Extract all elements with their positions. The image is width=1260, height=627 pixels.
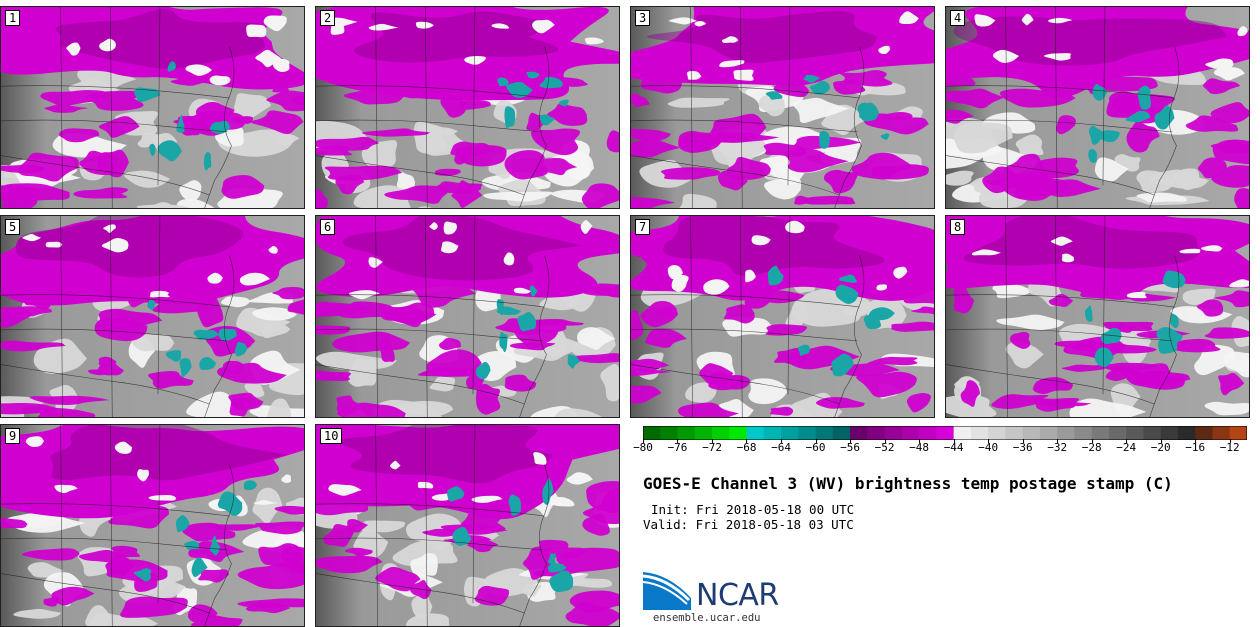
colorbar-tick-labels: −80 −76 −72 −68 −64 −60 −56 −52 −48 −44 −40 −36 −32−… <box>633 439 1247 461</box>
stamp-map-7 <box>631 216 934 417</box>
stamp-map-1 <box>1 7 304 208</box>
stamp-label-3: 3 <box>635 10 651 26</box>
stamp-panel-1: 1 <box>0 6 305 209</box>
colorbar-bin <box>867 426 885 440</box>
colorbar-bin <box>1143 426 1162 440</box>
stamp-map-2 <box>316 7 619 208</box>
stamp-panel-2: 2 <box>315 6 620 209</box>
stamp-map-3 <box>631 7 934 208</box>
colorbar-bin <box>919 426 937 440</box>
colorbar-tick: −44 <box>943 439 964 454</box>
stamp-map-9 <box>1 425 304 626</box>
colorbar-bin <box>763 426 782 440</box>
colorbar-bin <box>1057 426 1075 440</box>
colorbar-bin <box>1005 426 1024 440</box>
stamp-panel-7: 7 <box>630 215 935 418</box>
colorbar-bin <box>1229 426 1247 440</box>
stamp-label-10: 10 <box>320 428 343 444</box>
colorbar-bin <box>1074 426 1093 440</box>
stamp-panel-3: 3 <box>630 6 935 209</box>
colorbar-bin <box>1160 426 1179 440</box>
stamp-panel-4: 4 <box>945 6 1250 209</box>
colorbar-bin <box>798 426 816 440</box>
colorbar-tick: −36 <box>1012 439 1033 454</box>
colorbar-tick: −28 <box>1081 439 1102 454</box>
stamp-panel-9: 9 <box>0 424 305 627</box>
colorbar-bin <box>970 426 989 440</box>
colorbar-bin <box>988 426 1006 440</box>
stamp-label-5: 5 <box>5 219 21 235</box>
colorbar-bin <box>832 426 851 440</box>
stamp-label-4: 4 <box>950 10 966 26</box>
colorbar-tick: −24 <box>1116 439 1137 454</box>
stamp-label-8: 8 <box>950 219 966 235</box>
stamp-map-10 <box>316 425 619 626</box>
colorbar-bin <box>677 426 696 440</box>
stamp-label-6: 6 <box>320 219 336 235</box>
ncar-logo-icon <box>643 572 691 610</box>
colorbar-tick: −12 <box>1219 439 1240 454</box>
colorbar-tick: −20 <box>1150 439 1171 454</box>
colorbar-tick: −32 <box>1047 439 1068 454</box>
colorbar-tick: −52 <box>874 439 895 454</box>
colorbar-bin <box>746 426 765 440</box>
colorbar-bin <box>1039 426 1058 440</box>
colorbar-bin <box>660 426 678 440</box>
colorbar-bin <box>1108 426 1127 440</box>
colorbar-bin <box>1022 426 1041 440</box>
colorbar-bin <box>901 426 920 440</box>
colorbar-bin <box>884 426 903 440</box>
colorbar <box>643 426 1247 440</box>
colorbar-bin <box>643 426 661 440</box>
colorbar-bin <box>953 426 972 440</box>
colorbar-bin <box>936 426 955 440</box>
stamp-panel-8: 8 <box>945 215 1250 418</box>
colorbar-bin <box>781 426 799 440</box>
stamp-label-1: 1 <box>5 10 21 26</box>
colorbar-bin <box>1195 426 1213 440</box>
colorbar-tick: −16 <box>1185 439 1206 454</box>
stamp-label-2: 2 <box>320 10 336 26</box>
stamp-map-8 <box>946 216 1249 417</box>
colorbar-tick: −64 <box>771 439 791 454</box>
colorbar-bin <box>1126 426 1144 440</box>
init-time: Init: Fri 2018-05-18 00 UTC <box>651 502 855 517</box>
colorbar-tick: −72 <box>702 439 722 454</box>
stamp-panel-10: 10 <box>315 424 620 627</box>
stamp-label-9: 9 <box>5 428 21 444</box>
colorbar-tick: −40 <box>978 439 999 454</box>
colorbar-tick: −80 <box>633 439 653 454</box>
colorbar-tick: −76 <box>667 439 688 454</box>
stamp-map-6 <box>316 216 619 417</box>
colorbar-tick: −68 <box>736 439 757 454</box>
colorbar-bin <box>694 426 713 440</box>
figure-title: GOES-E Channel 3 (WV) brightness temp po… <box>643 474 1173 493</box>
colorbar-tick: −48 <box>909 439 930 454</box>
colorbar-tick: −56 <box>840 439 861 454</box>
colorbar-bin <box>729 426 747 440</box>
colorbar-bin <box>1091 426 1110 440</box>
stamp-map-4 <box>946 7 1249 208</box>
colorbar-bin <box>1177 426 1196 440</box>
logo-url: ensemble.ucar.edu <box>653 612 761 624</box>
colorbar-tick: −60 <box>805 439 826 454</box>
colorbar-bin <box>815 426 834 440</box>
valid-time: Valid: Fri 2018-05-18 03 UTC <box>643 517 854 532</box>
colorbar-bin <box>712 426 730 440</box>
stamp-panel-5: 5 <box>0 215 305 418</box>
stamp-panel-6: 6 <box>315 215 620 418</box>
colorbar-bin <box>1212 426 1231 440</box>
stamp-label-7: 7 <box>635 219 651 235</box>
logo-wordmark: NCAR <box>696 578 779 613</box>
stamp-map-5 <box>1 216 304 417</box>
colorbar-bin <box>850 426 868 440</box>
